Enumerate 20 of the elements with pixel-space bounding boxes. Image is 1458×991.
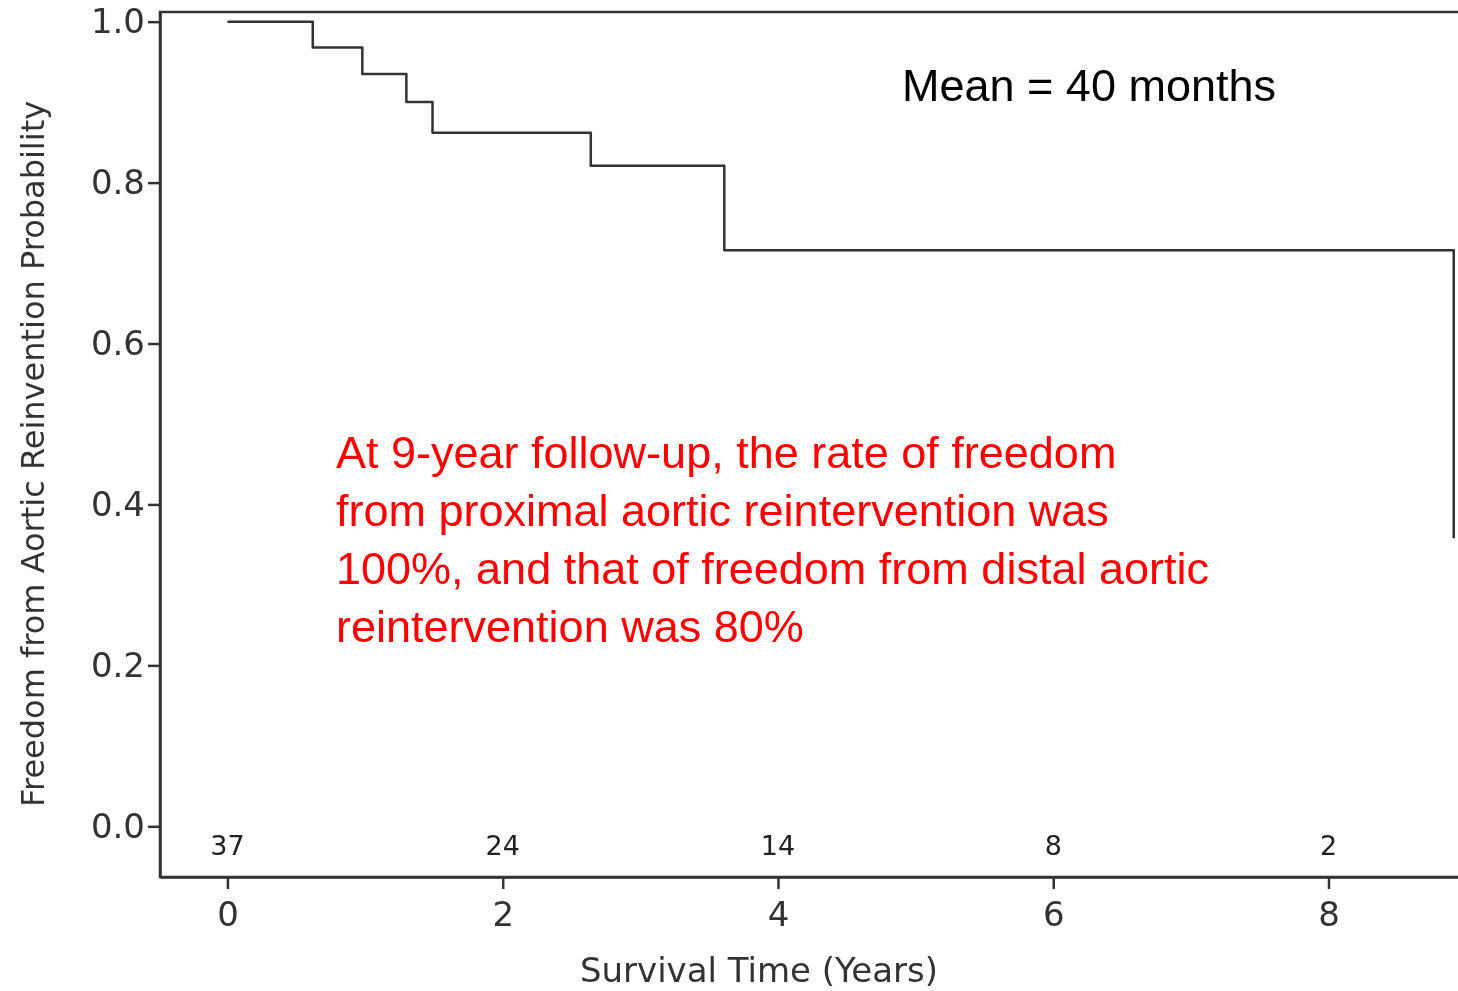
annotation: 37 bbox=[210, 830, 245, 861]
y-tick-label: 0.2 bbox=[90, 644, 145, 685]
x-tick-label: 6 bbox=[1042, 894, 1065, 934]
annotation: 8 bbox=[1044, 830, 1062, 861]
y-tick-label: 1.0 bbox=[90, 1, 145, 42]
x-tick-label: 8 bbox=[1318, 894, 1340, 934]
x-tick-label: 0 bbox=[217, 894, 239, 934]
y-tick-label: 0.8 bbox=[90, 161, 145, 202]
x-tick-label: 4 bbox=[767, 894, 790, 934]
annotation: 2 bbox=[1319, 830, 1338, 861]
x-tick-label: 2 bbox=[492, 894, 515, 934]
annotation: 14 bbox=[760, 830, 796, 861]
y-tick-label: 0.0 bbox=[90, 805, 145, 846]
x-axis-title: Survival Time (Years) bbox=[579, 950, 939, 990]
y-axis-title: Freedom from Aortic Reinvention Probability bbox=[14, 100, 52, 808]
y-tick-label: 0.6 bbox=[90, 322, 145, 363]
y-tick-label: 0.4 bbox=[90, 483, 145, 524]
annotation: Mean = 40 months bbox=[902, 60, 1276, 112]
annotation: 24 bbox=[485, 830, 520, 861]
annotation: At 9-year follow-up, the rate of freedom from proximal aortic reintervention was 100%, and that of freedom from distal aortic reintervention was 80% bbox=[336, 426, 1210, 654]
